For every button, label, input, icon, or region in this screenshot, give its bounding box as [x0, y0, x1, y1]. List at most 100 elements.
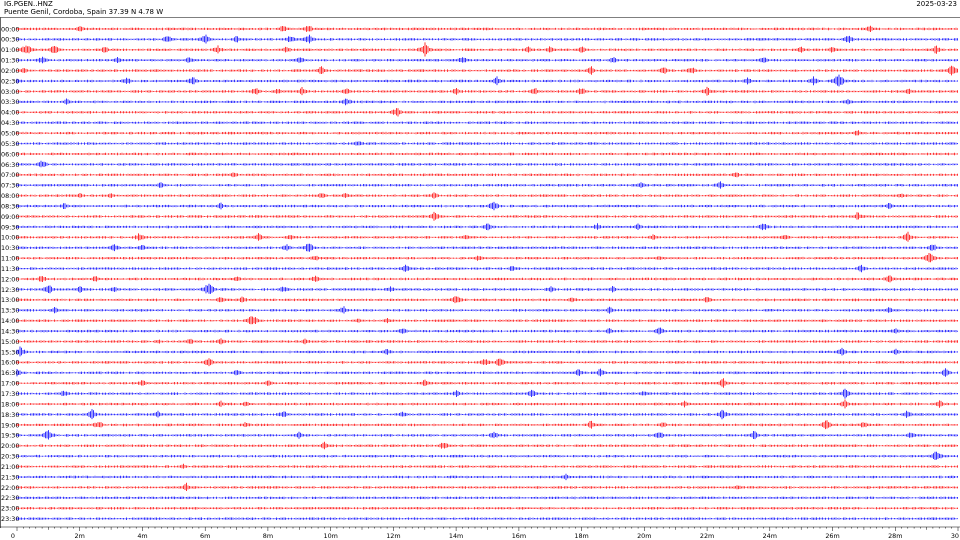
row-time-label: 08:30: [1, 202, 19, 210]
row-time-label: 05:30: [1, 140, 19, 148]
trace-rows: 00:00 00:30 01:00 01:30 02:00 02:30 03:00 03:30…: [1, 25, 958, 523]
row-time-label: 04:00: [1, 109, 19, 117]
seismic-trace: [16, 98, 958, 106]
x-tick-label: 20m: [637, 532, 651, 540]
seismic-trace: [16, 496, 958, 500]
x-tick-label: 14m: [449, 532, 463, 540]
seismic-trace: [16, 517, 958, 520]
x-tick-label: 8m: [263, 532, 273, 540]
seismic-trace: [16, 463, 958, 469]
row-time-label: 04:30: [1, 119, 19, 127]
row-time-label: 14:30: [1, 327, 19, 335]
row-time-label: 23:00: [1, 505, 19, 513]
chart-date: 2025-03-23: [916, 0, 957, 8]
row-time-label: 07:00: [1, 171, 19, 179]
seismic-trace: [16, 152, 958, 156]
seismic-trace: [16, 420, 958, 430]
seismic-trace: [16, 42, 958, 57]
row-time-label: 13:30: [1, 307, 19, 315]
row-time-label: 02:00: [1, 67, 19, 75]
row-time-label: 22:30: [1, 494, 19, 502]
seismic-trace: [16, 507, 958, 510]
row-time-label: 20:00: [1, 442, 19, 450]
seismic-trace: [16, 316, 958, 325]
row-time-label: 03:30: [1, 98, 19, 106]
station-code: IG.PGEN..HNZ: [4, 0, 53, 8]
x-tick-label: 0: [11, 532, 15, 540]
seismic-trace: [16, 181, 958, 189]
row-time-label: 13:00: [1, 296, 19, 304]
row-time-label: 11:00: [1, 255, 19, 263]
row-time-label: 00:00: [1, 25, 19, 33]
seismic-trace: [16, 409, 958, 420]
seismic-trace: [16, 306, 958, 314]
x-tick-label: 24m: [763, 532, 777, 540]
seismic-trace: [16, 201, 958, 211]
row-time-label: 16:00: [1, 359, 19, 367]
seismic-trace: [16, 451, 958, 460]
x-tick-label: 18m: [574, 532, 588, 540]
seismic-trace: [16, 441, 958, 450]
row-time-label: 06:00: [1, 150, 19, 158]
row-time-label: 15:30: [1, 348, 19, 356]
seismic-trace: [16, 86, 958, 96]
station-location: Puente Genil, Cordoba, Spain 37.39 N 4.7…: [4, 8, 164, 16]
row-time-label: 10:30: [1, 244, 19, 252]
seismic-trace: [16, 211, 958, 221]
row-time-label: 16:30: [1, 369, 19, 377]
row-time-label: 17:30: [1, 390, 19, 398]
row-time-label: 14:00: [1, 317, 19, 325]
x-tick-label: 22m: [700, 532, 714, 540]
seismic-trace: [16, 264, 958, 273]
row-time-label: 06:30: [1, 161, 19, 169]
seismic-trace: [16, 74, 958, 87]
seismic-trace: [16, 108, 958, 117]
x-tick-label: 10m: [324, 532, 338, 540]
row-time-label: 22:00: [1, 484, 19, 492]
seismic-trace: [16, 378, 958, 388]
x-tick-label: 12m: [386, 532, 400, 540]
row-time-label: 18:30: [1, 411, 19, 419]
x-tick-label: 16m: [512, 532, 526, 540]
row-time-label: 12:30: [1, 286, 19, 294]
x-tick-label: 30: [951, 532, 959, 540]
seismic-trace: [16, 25, 958, 32]
row-time-label: 09:00: [1, 213, 19, 221]
row-time-label: 00:30: [1, 36, 19, 44]
seismic-trace: [16, 34, 958, 44]
seismic-trace: [16, 430, 958, 440]
row-time-label: 01:00: [1, 46, 19, 54]
seismic-trace: [16, 473, 958, 481]
seismic-trace: [16, 192, 958, 199]
seismic-trace: [16, 160, 958, 168]
seismic-trace: [16, 399, 958, 409]
seismic-trace: [16, 388, 958, 399]
row-time-label: 15:00: [1, 338, 19, 346]
seismic-trace: [16, 130, 958, 136]
row-time-label: 20:30: [1, 453, 19, 461]
row-time-label: 11:30: [1, 265, 19, 273]
seismic-trace: [16, 283, 958, 294]
x-tick-label: 4m: [137, 532, 147, 540]
row-time-label: 10:00: [1, 234, 19, 242]
seismic-trace: [16, 346, 958, 357]
seismic-trace: [16, 482, 958, 491]
row-time-label: 01:30: [1, 57, 19, 65]
seismic-trace: [16, 368, 958, 377]
row-time-label: 17:00: [1, 380, 19, 388]
row-time-label: 19:30: [1, 432, 19, 440]
seismic-trace: [16, 231, 958, 242]
x-tick-label: 28m: [888, 532, 902, 540]
seismic-trace: [16, 327, 958, 335]
row-time-label: 02:30: [1, 77, 19, 85]
seismic-trace: [16, 223, 958, 231]
seismic-trace: [16, 56, 958, 64]
row-time-label: 12:00: [1, 275, 19, 283]
row-time-label: 03:00: [1, 88, 19, 96]
seismic-trace: [16, 172, 958, 178]
row-time-label: 08:00: [1, 192, 19, 200]
x-axis: 0 2m 4m 6m 8m 10m 12m 14m 16m 18m 20m 22m 24m 26m 28m 3…: [0, 526, 960, 540]
row-time-label: 19:00: [1, 421, 19, 429]
row-time-label: 21:00: [1, 463, 19, 471]
row-time-label: 21:30: [1, 473, 19, 481]
